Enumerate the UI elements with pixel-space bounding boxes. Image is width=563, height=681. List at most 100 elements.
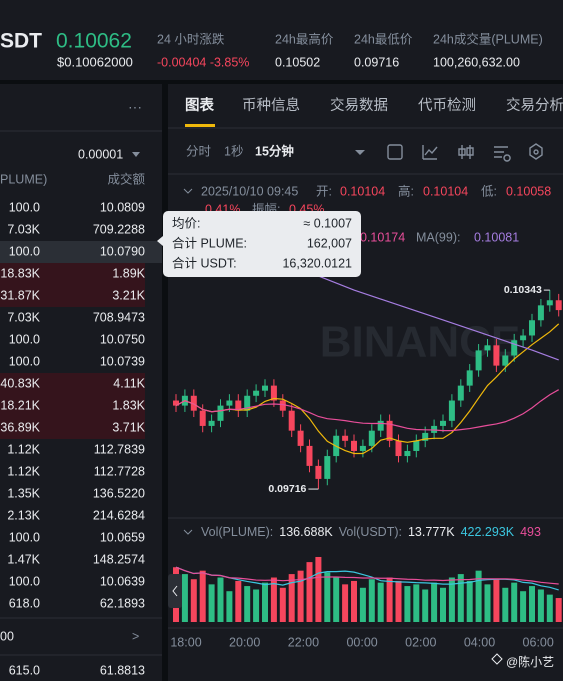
volume-bar — [342, 584, 349, 622]
row-amount: 10.0790 — [100, 244, 145, 258]
row-amount: 10.0739 — [100, 354, 145, 368]
time-tick-label: 06:00 — [523, 635, 554, 649]
row-qty: 1.47K — [7, 552, 40, 566]
candle-body — [555, 300, 562, 311]
interval[interactable]: 1秒 — [224, 144, 243, 158]
vol-ma-line — [175, 566, 559, 585]
open-label: 开: — [316, 184, 332, 198]
ma99-label: MA(99): — [416, 230, 460, 244]
candle-body — [484, 345, 491, 351]
row-qty: 18.21K — [0, 398, 40, 412]
volume-bar — [466, 580, 473, 622]
ma25-line — [175, 389, 559, 432]
volume-bar — [555, 598, 562, 622]
footer-watermark: @陈小艺 — [506, 654, 554, 669]
candle-body — [262, 385, 268, 391]
row-amount: 1.83K — [112, 398, 145, 412]
row-amount: 4.11K — [113, 376, 145, 390]
tab[interactable]: 代币检测 — [418, 97, 476, 114]
row-amount: 1.89K — [112, 266, 145, 280]
volume-bar — [537, 589, 544, 622]
row-amount: 10.0750 — [100, 332, 145, 346]
stat-value: 0.09716 — [354, 55, 399, 69]
row-qty: 7.03K — [7, 310, 40, 324]
icon[interactable] — [529, 143, 543, 160]
row-qty: 100.0 — [9, 244, 40, 258]
time-tick-label: 02:00 — [405, 635, 436, 649]
candle-body — [217, 405, 224, 421]
tab[interactable]: 图表 — [185, 96, 214, 114]
volume-bar — [395, 580, 402, 622]
interval[interactable]: 15分钟 — [255, 143, 294, 158]
row-qty: 1.35K — [7, 486, 40, 500]
precision[interactable]: 0.00001 — [78, 147, 123, 161]
volume-bar — [351, 580, 357, 622]
tab[interactable]: 币种信息 — [242, 97, 300, 114]
stat-label: 24 小时涨跌 — [157, 31, 225, 46]
candle-body — [199, 410, 206, 426]
time-tick-label: 04:00 — [464, 635, 495, 649]
volume-bar — [262, 582, 268, 622]
row-amount: 112.7839 — [94, 442, 145, 456]
expand-arrow[interactable]: > — [132, 629, 139, 643]
candle-body — [386, 420, 393, 441]
header-panel — [0, 0, 563, 80]
stat-label: 24h最高价 — [275, 31, 334, 46]
dropdown-icon[interactable] — [355, 150, 365, 155]
candle-time: 2025/10/10 09:45 — [201, 184, 298, 198]
volume-bar — [368, 579, 375, 622]
volume-bar — [529, 586, 535, 622]
dropdown-icon — [132, 152, 140, 157]
volume-bar — [546, 594, 553, 622]
stat-value: 100,260,632.00 — [433, 55, 520, 69]
collapse-icon[interactable] — [183, 188, 193, 194]
volume-bar — [377, 582, 384, 622]
volume-bar — [270, 577, 277, 622]
row-qty: 1.12K — [7, 442, 40, 456]
row-qty: 2.13K — [7, 508, 40, 522]
candle-body — [173, 400, 179, 406]
time-tick-label: 20:00 — [229, 635, 260, 649]
candle-body — [529, 320, 535, 336]
candle-body — [324, 456, 331, 479]
candle-body — [493, 345, 500, 366]
candle-body — [315, 465, 322, 479]
candle-body — [511, 340, 518, 356]
menu[interactable]: ··· — [128, 99, 142, 115]
candle-body — [413, 440, 420, 451]
tab[interactable]: 交易分析 — [506, 96, 563, 114]
stat-label: 24h成交量(PLUME) — [433, 31, 543, 46]
vol-legend-item: 493 — [520, 525, 541, 539]
row-amount: 214.6284 — [93, 508, 145, 522]
row-qty: 7.03K — [7, 222, 40, 236]
scroll-button[interactable] — [168, 574, 182, 608]
row-depth — [0, 285, 145, 307]
low-value: 0.10058 — [506, 184, 551, 198]
row-qty: 618.0 — [9, 596, 40, 610]
icon[interactable] — [494, 146, 511, 162]
candle-body — [288, 410, 295, 431]
candle-body — [235, 400, 242, 411]
candle-body — [351, 440, 357, 451]
row-amount: 3.21K — [112, 288, 145, 302]
candle-body — [359, 445, 366, 451]
interval[interactable]: 分时 — [186, 144, 212, 158]
candle-body — [502, 355, 509, 366]
tooltip-label: 均价: — [172, 216, 200, 230]
volume-bar — [413, 584, 420, 622]
candle-body — [270, 385, 277, 401]
volume-bar — [297, 570, 304, 622]
tab[interactable]: 交易数据 — [330, 96, 388, 114]
volume-bar — [217, 577, 224, 622]
collapse-icon[interactable] — [183, 529, 193, 535]
icon[interactable] — [422, 145, 438, 160]
vol-legend-item: 422.293K — [461, 525, 515, 539]
candle-body — [457, 385, 464, 401]
icon[interactable] — [458, 145, 474, 159]
stat-value: 0.10502 — [275, 55, 320, 69]
time-tick-label: 18:00 — [170, 635, 201, 649]
row-qty: 40.83K — [0, 376, 40, 390]
icon[interactable] — [387, 144, 403, 160]
candle-body — [368, 430, 375, 446]
